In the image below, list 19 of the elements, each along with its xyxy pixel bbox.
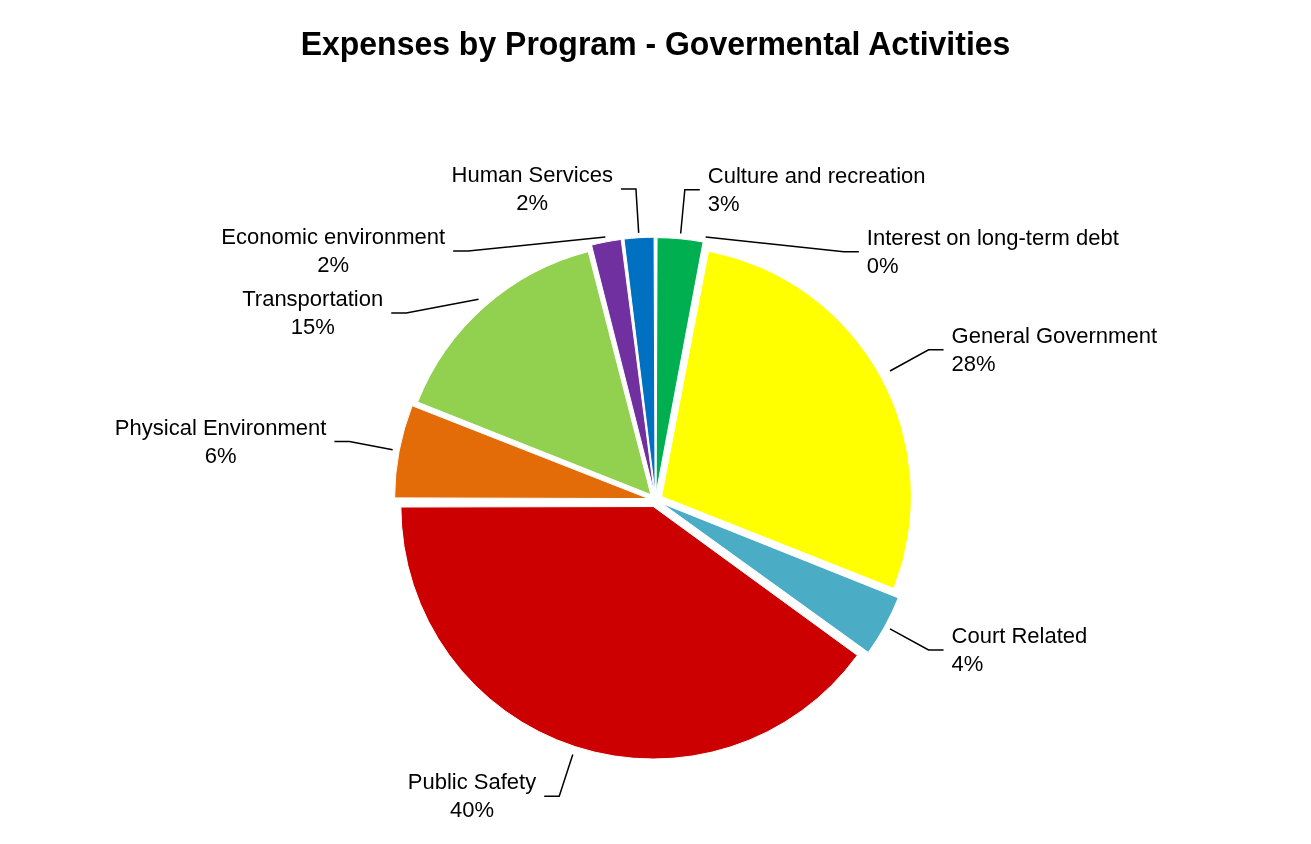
category-label: Interest on long-term debt [866, 224, 1119, 250]
slice-label: Physical Environment [114, 414, 327, 440]
slice-label: Culture and recreation [707, 162, 926, 188]
chart-title: Expenses by Program - Govermental Activities [300, 23, 1011, 62]
slice-label: Economic environment [221, 223, 446, 249]
slice-label: Transportation [242, 285, 384, 311]
slice-label: Public Safety [407, 769, 537, 795]
data-label: 28% [951, 350, 996, 376]
data-label: 2% [317, 251, 350, 277]
slice-label: General Government [951, 322, 1157, 348]
data-label: 2% [516, 189, 549, 215]
data-label: 6% [204, 442, 237, 468]
data-label: 3% [707, 190, 740, 216]
data-label: 40% [449, 797, 495, 823]
data-label: 4% [951, 651, 984, 677]
text: 0% [866, 252, 899, 278]
slice-label: Court Related [951, 623, 1088, 649]
slice-label: Human Services [451, 161, 613, 187]
data-label: 15% [290, 313, 335, 339]
